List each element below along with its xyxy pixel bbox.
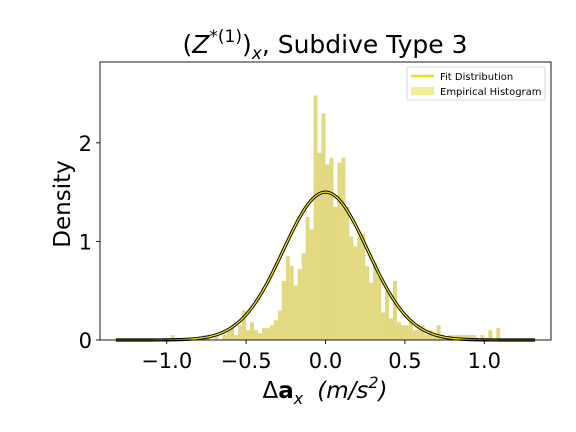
y-tick-label: 1 bbox=[79, 230, 92, 254]
histogram-bar bbox=[392, 280, 397, 340]
histogram-bar bbox=[381, 312, 386, 340]
histogram-bar bbox=[269, 325, 274, 340]
histogram-bar bbox=[496, 328, 501, 340]
histogram-bar bbox=[400, 325, 405, 340]
histogram-bar bbox=[226, 330, 231, 340]
histogram-bar bbox=[254, 330, 259, 340]
histogram-bar bbox=[424, 335, 429, 340]
histogram-bar bbox=[436, 325, 441, 340]
histogram-bar bbox=[317, 152, 322, 340]
histogram-bar bbox=[301, 253, 306, 340]
histogram-bar bbox=[488, 330, 493, 340]
histogram-bar bbox=[357, 236, 362, 340]
histogram-bars bbox=[170, 95, 501, 340]
histogram-bar bbox=[480, 335, 485, 340]
legend-frame bbox=[406, 66, 546, 101]
y-tick-label: 0 bbox=[79, 329, 92, 353]
histogram-bar bbox=[309, 229, 314, 340]
histogram-bar bbox=[329, 157, 334, 340]
histogram-bar bbox=[238, 325, 243, 340]
legend-fit-label: Fit Distribution bbox=[440, 72, 513, 83]
histogram-bar bbox=[333, 206, 338, 340]
chart-title: (Z*(1))x, Subdive Type 3 bbox=[182, 27, 467, 64]
histogram-bar bbox=[313, 95, 318, 340]
histogram-bar bbox=[361, 233, 366, 340]
histogram-bar bbox=[250, 322, 255, 340]
histogram-bar bbox=[285, 256, 290, 340]
histogram-bar bbox=[341, 157, 346, 340]
histogram-bar bbox=[377, 275, 382, 340]
x-tick-label: 0.5 bbox=[388, 349, 421, 373]
histogram-bar bbox=[369, 282, 374, 340]
legend-histogram-swatch bbox=[411, 87, 434, 95]
histogram-bar bbox=[170, 335, 175, 340]
histogram-bar bbox=[321, 113, 326, 340]
histogram-bar bbox=[277, 310, 282, 340]
histogram-bar bbox=[222, 335, 227, 340]
histogram-bar bbox=[261, 328, 266, 340]
histogram-bar bbox=[373, 263, 378, 340]
histogram-bar bbox=[345, 206, 350, 340]
histogram-bar bbox=[385, 290, 390, 340]
histogram-bar bbox=[337, 162, 342, 340]
y-tick-label: 2 bbox=[79, 132, 92, 156]
y-axis-label: Density bbox=[50, 160, 76, 247]
axis-ticks: −1.0 −0.5 0.0 0.5 1.0 0 1 2 bbox=[79, 132, 501, 373]
histogram-bar bbox=[349, 236, 354, 340]
histogram-bar bbox=[305, 216, 310, 340]
histogram-bar bbox=[242, 310, 247, 340]
histogram-bar bbox=[230, 328, 235, 340]
histogram-bar bbox=[408, 322, 413, 340]
histogram-bar bbox=[464, 335, 469, 340]
x-tick-label: 1.0 bbox=[468, 349, 501, 373]
plot-area bbox=[115, 95, 536, 342]
histogram-bar bbox=[416, 330, 421, 340]
histogram-bar bbox=[297, 269, 302, 340]
histogram-bar bbox=[258, 333, 262, 340]
histogram-bar bbox=[468, 335, 473, 340]
histogram-bar bbox=[353, 246, 358, 340]
x-tick-label: −1.0 bbox=[141, 349, 192, 373]
histogram-bar bbox=[396, 322, 401, 340]
histogram-bar bbox=[214, 335, 219, 340]
histogram-bar bbox=[246, 330, 251, 340]
histogram-bar bbox=[281, 280, 286, 340]
histogram-bar bbox=[325, 164, 330, 340]
legend-histogram-label: Empirical Histogram bbox=[440, 87, 542, 98]
histogram-bar bbox=[460, 335, 465, 340]
histogram-bar bbox=[234, 335, 239, 340]
histogram-bar bbox=[432, 335, 437, 340]
x-tick-label: −0.5 bbox=[221, 349, 272, 373]
histogram-bar bbox=[365, 266, 370, 340]
histogram-bar bbox=[412, 330, 417, 340]
histogram-bar bbox=[420, 325, 425, 340]
x-tick-label: 0.0 bbox=[309, 349, 342, 373]
fit-curve bbox=[115, 191, 536, 341]
histogram-bar bbox=[293, 285, 298, 340]
histogram-bar bbox=[428, 330, 433, 340]
x-axis-label: Δax (m/s2) bbox=[262, 373, 387, 408]
histogram-bar bbox=[289, 266, 294, 340]
legend: Fit Distribution Empirical Histogram bbox=[406, 66, 546, 101]
histogram-bar bbox=[472, 335, 477, 340]
histogram-bar bbox=[404, 325, 409, 340]
histogram-bar bbox=[389, 318, 393, 340]
histogram-bar bbox=[273, 320, 278, 340]
histogram-bar bbox=[265, 328, 270, 340]
